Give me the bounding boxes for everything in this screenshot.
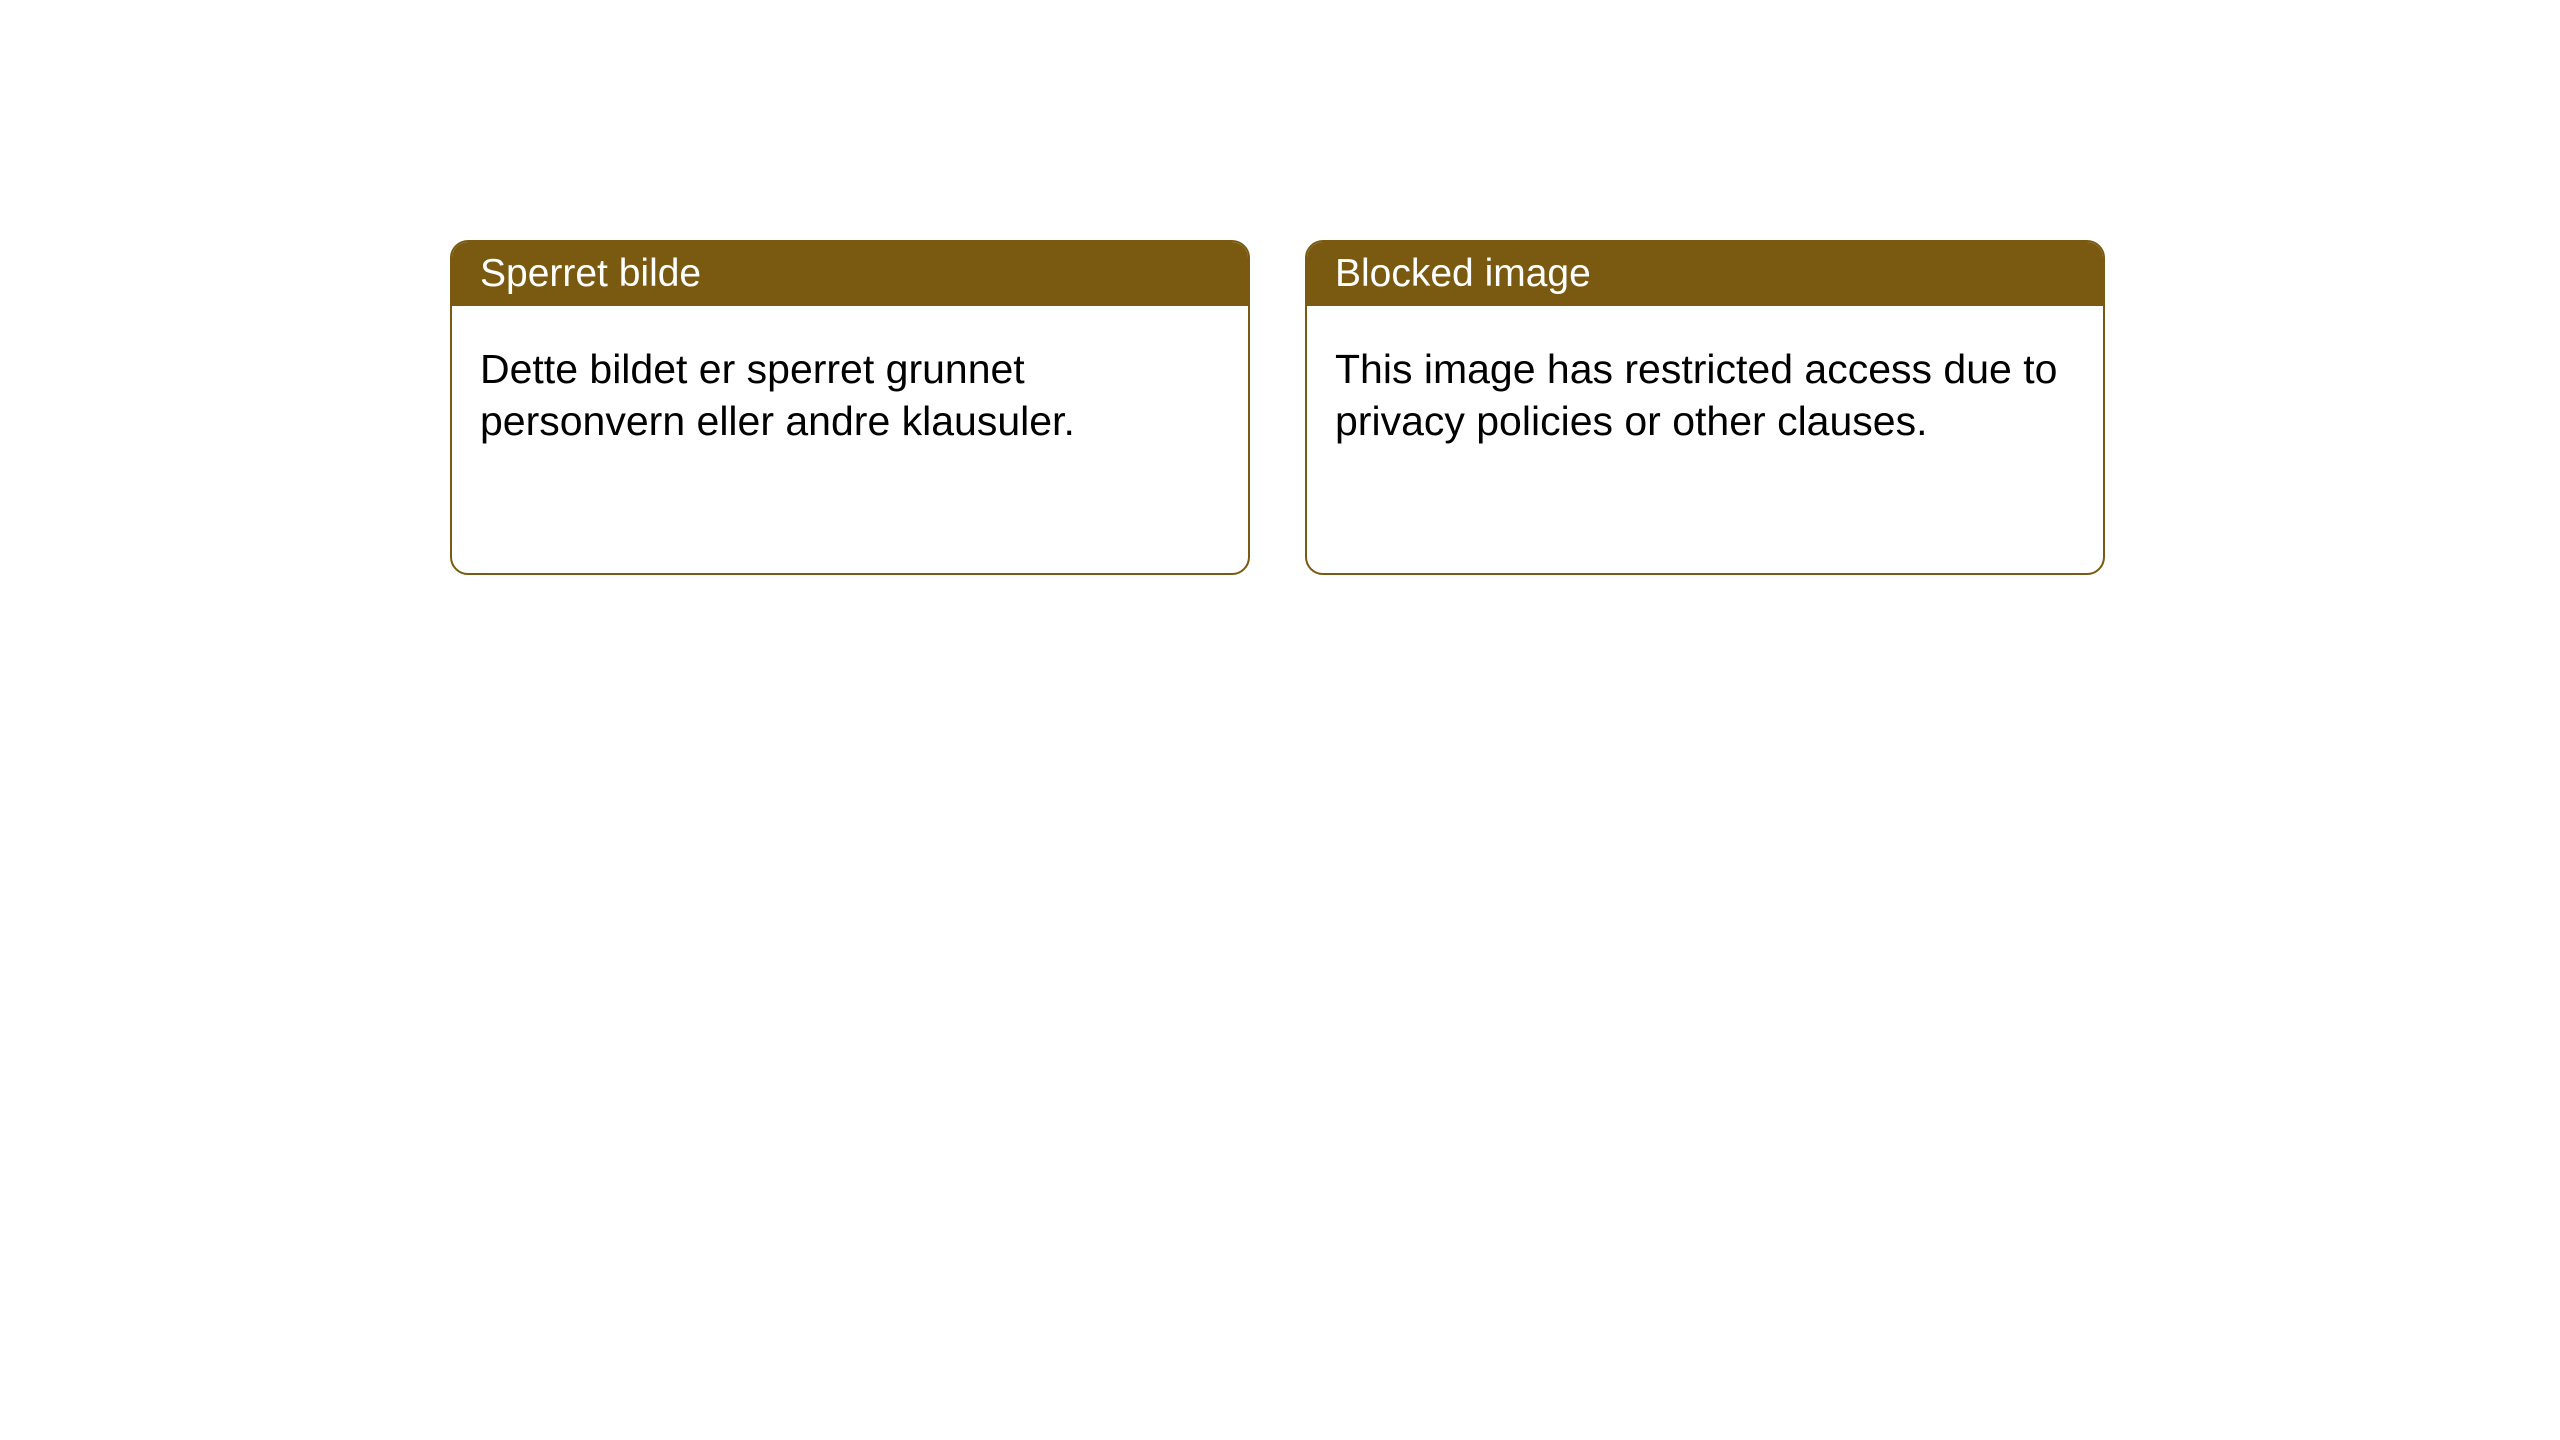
notice-title: Sperret bilde [480,252,701,295]
notice-cards-container: Sperret bilde Dette bildet er sperret gr… [450,240,2105,575]
notice-card-english: Blocked image This image has restricted … [1305,240,2105,575]
notice-body: Dette bildet er sperret grunnet personve… [452,306,1248,485]
notice-body-text: This image has restricted access due to … [1335,346,2057,444]
notice-title: Blocked image [1335,252,1591,295]
notice-body: This image has restricted access due to … [1307,306,2103,485]
notice-header: Blocked image [1307,242,2103,306]
notice-card-norwegian: Sperret bilde Dette bildet er sperret gr… [450,240,1250,575]
notice-header: Sperret bilde [452,242,1248,306]
notice-body-text: Dette bildet er sperret grunnet personve… [480,346,1075,444]
